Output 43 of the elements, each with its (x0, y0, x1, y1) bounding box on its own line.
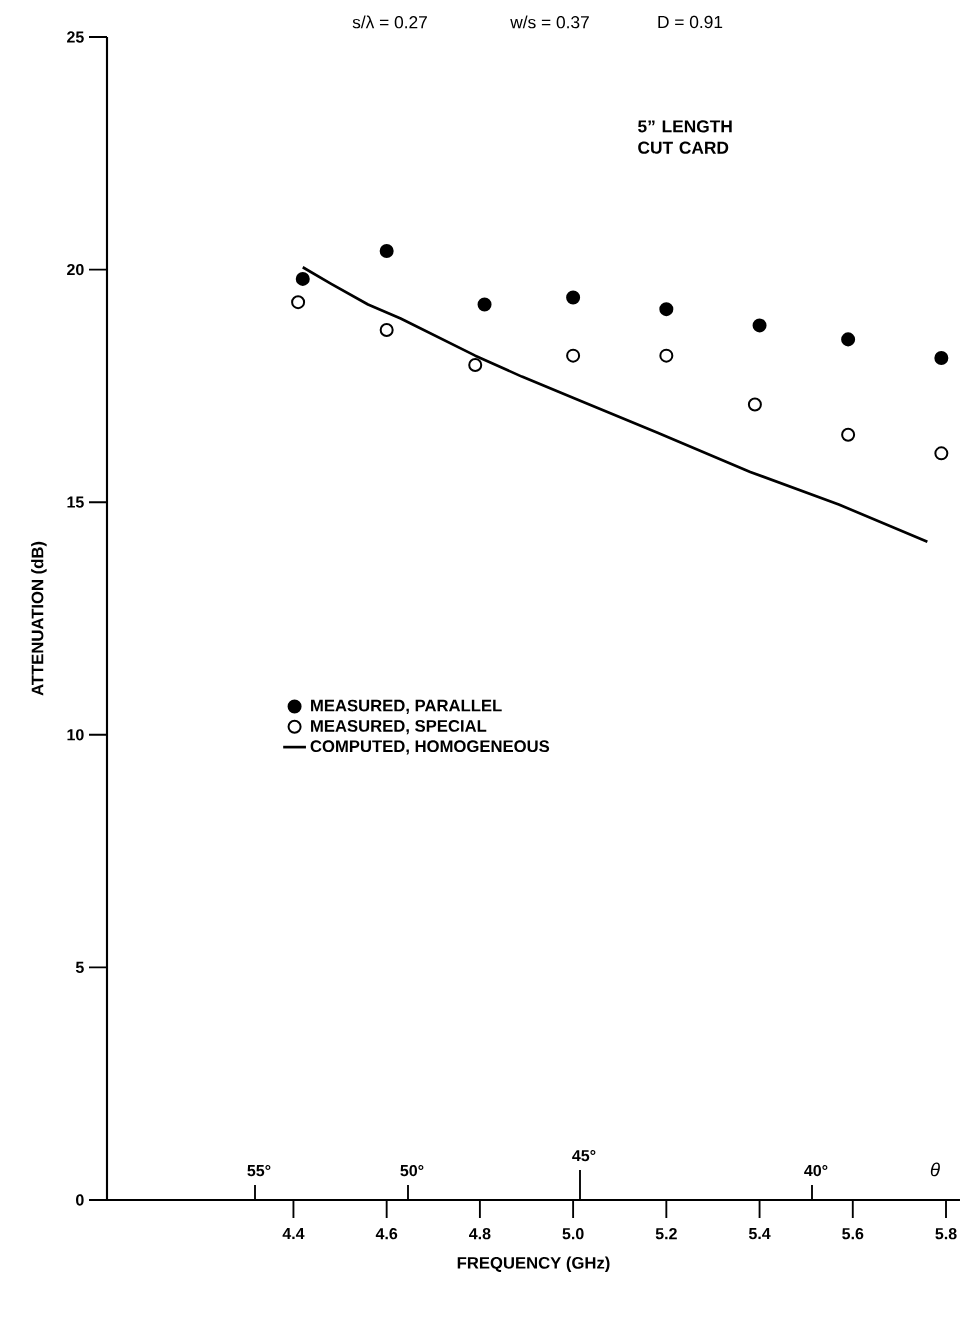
point (659, 302, 674, 317)
point (291, 295, 306, 310)
text: s/λ = 0.27 (352, 15, 427, 29)
x-tick-label: 4.4 (282, 1228, 305, 1240)
y-tick-label: 25 (67, 31, 84, 43)
annotation: 55° (247, 1165, 271, 1177)
x-tick-label: 5.6 (842, 1228, 864, 1240)
y-tick-label: 0 (76, 1194, 84, 1206)
point (566, 290, 581, 305)
x-tick-label: 5.0 (562, 1228, 584, 1240)
point (747, 397, 762, 412)
text: D = 0.91 (658, 15, 723, 29)
annotation: θ (930, 1162, 940, 1177)
point (752, 318, 767, 333)
point (379, 323, 394, 338)
annotation: 5” LENGTH CUT CARD (638, 120, 732, 154)
y-axis-title: ATTENUATION (dB) (31, 541, 47, 696)
line-series (301, 265, 929, 544)
point (295, 271, 310, 286)
annotation: 40° (804, 1164, 828, 1177)
y-tick-label: 10 (67, 729, 84, 741)
y-tick-label: 20 (67, 263, 84, 276)
x-tick-label: 5.4 (748, 1228, 771, 1240)
y-tick-label: 5 (75, 961, 84, 973)
point (379, 243, 394, 258)
annotation: 50° (400, 1164, 424, 1177)
y-tick-label: 15 (67, 496, 84, 508)
x-axis-title: FREQUENCY (GHz) (457, 1256, 610, 1273)
x-tick-label: 4.6 (375, 1228, 398, 1240)
legend-label: COMPUTED, HOMOGENEOUS (310, 740, 550, 755)
point (659, 348, 674, 363)
x-tick-label: 5.8 (935, 1228, 957, 1240)
point (841, 332, 856, 347)
text: w/s = 0.37 (510, 15, 589, 29)
x-tick-label: 5.2 (655, 1228, 677, 1240)
point (841, 427, 856, 442)
legend-label: MEASURED, PARALLEL (311, 699, 502, 714)
point (566, 348, 581, 363)
legend-label: MEASURED, SPECIAL (311, 720, 487, 735)
annotation: 45° (572, 1150, 596, 1162)
point (468, 357, 483, 372)
x-tick-label: 4.8 (469, 1228, 491, 1240)
point (477, 297, 492, 312)
